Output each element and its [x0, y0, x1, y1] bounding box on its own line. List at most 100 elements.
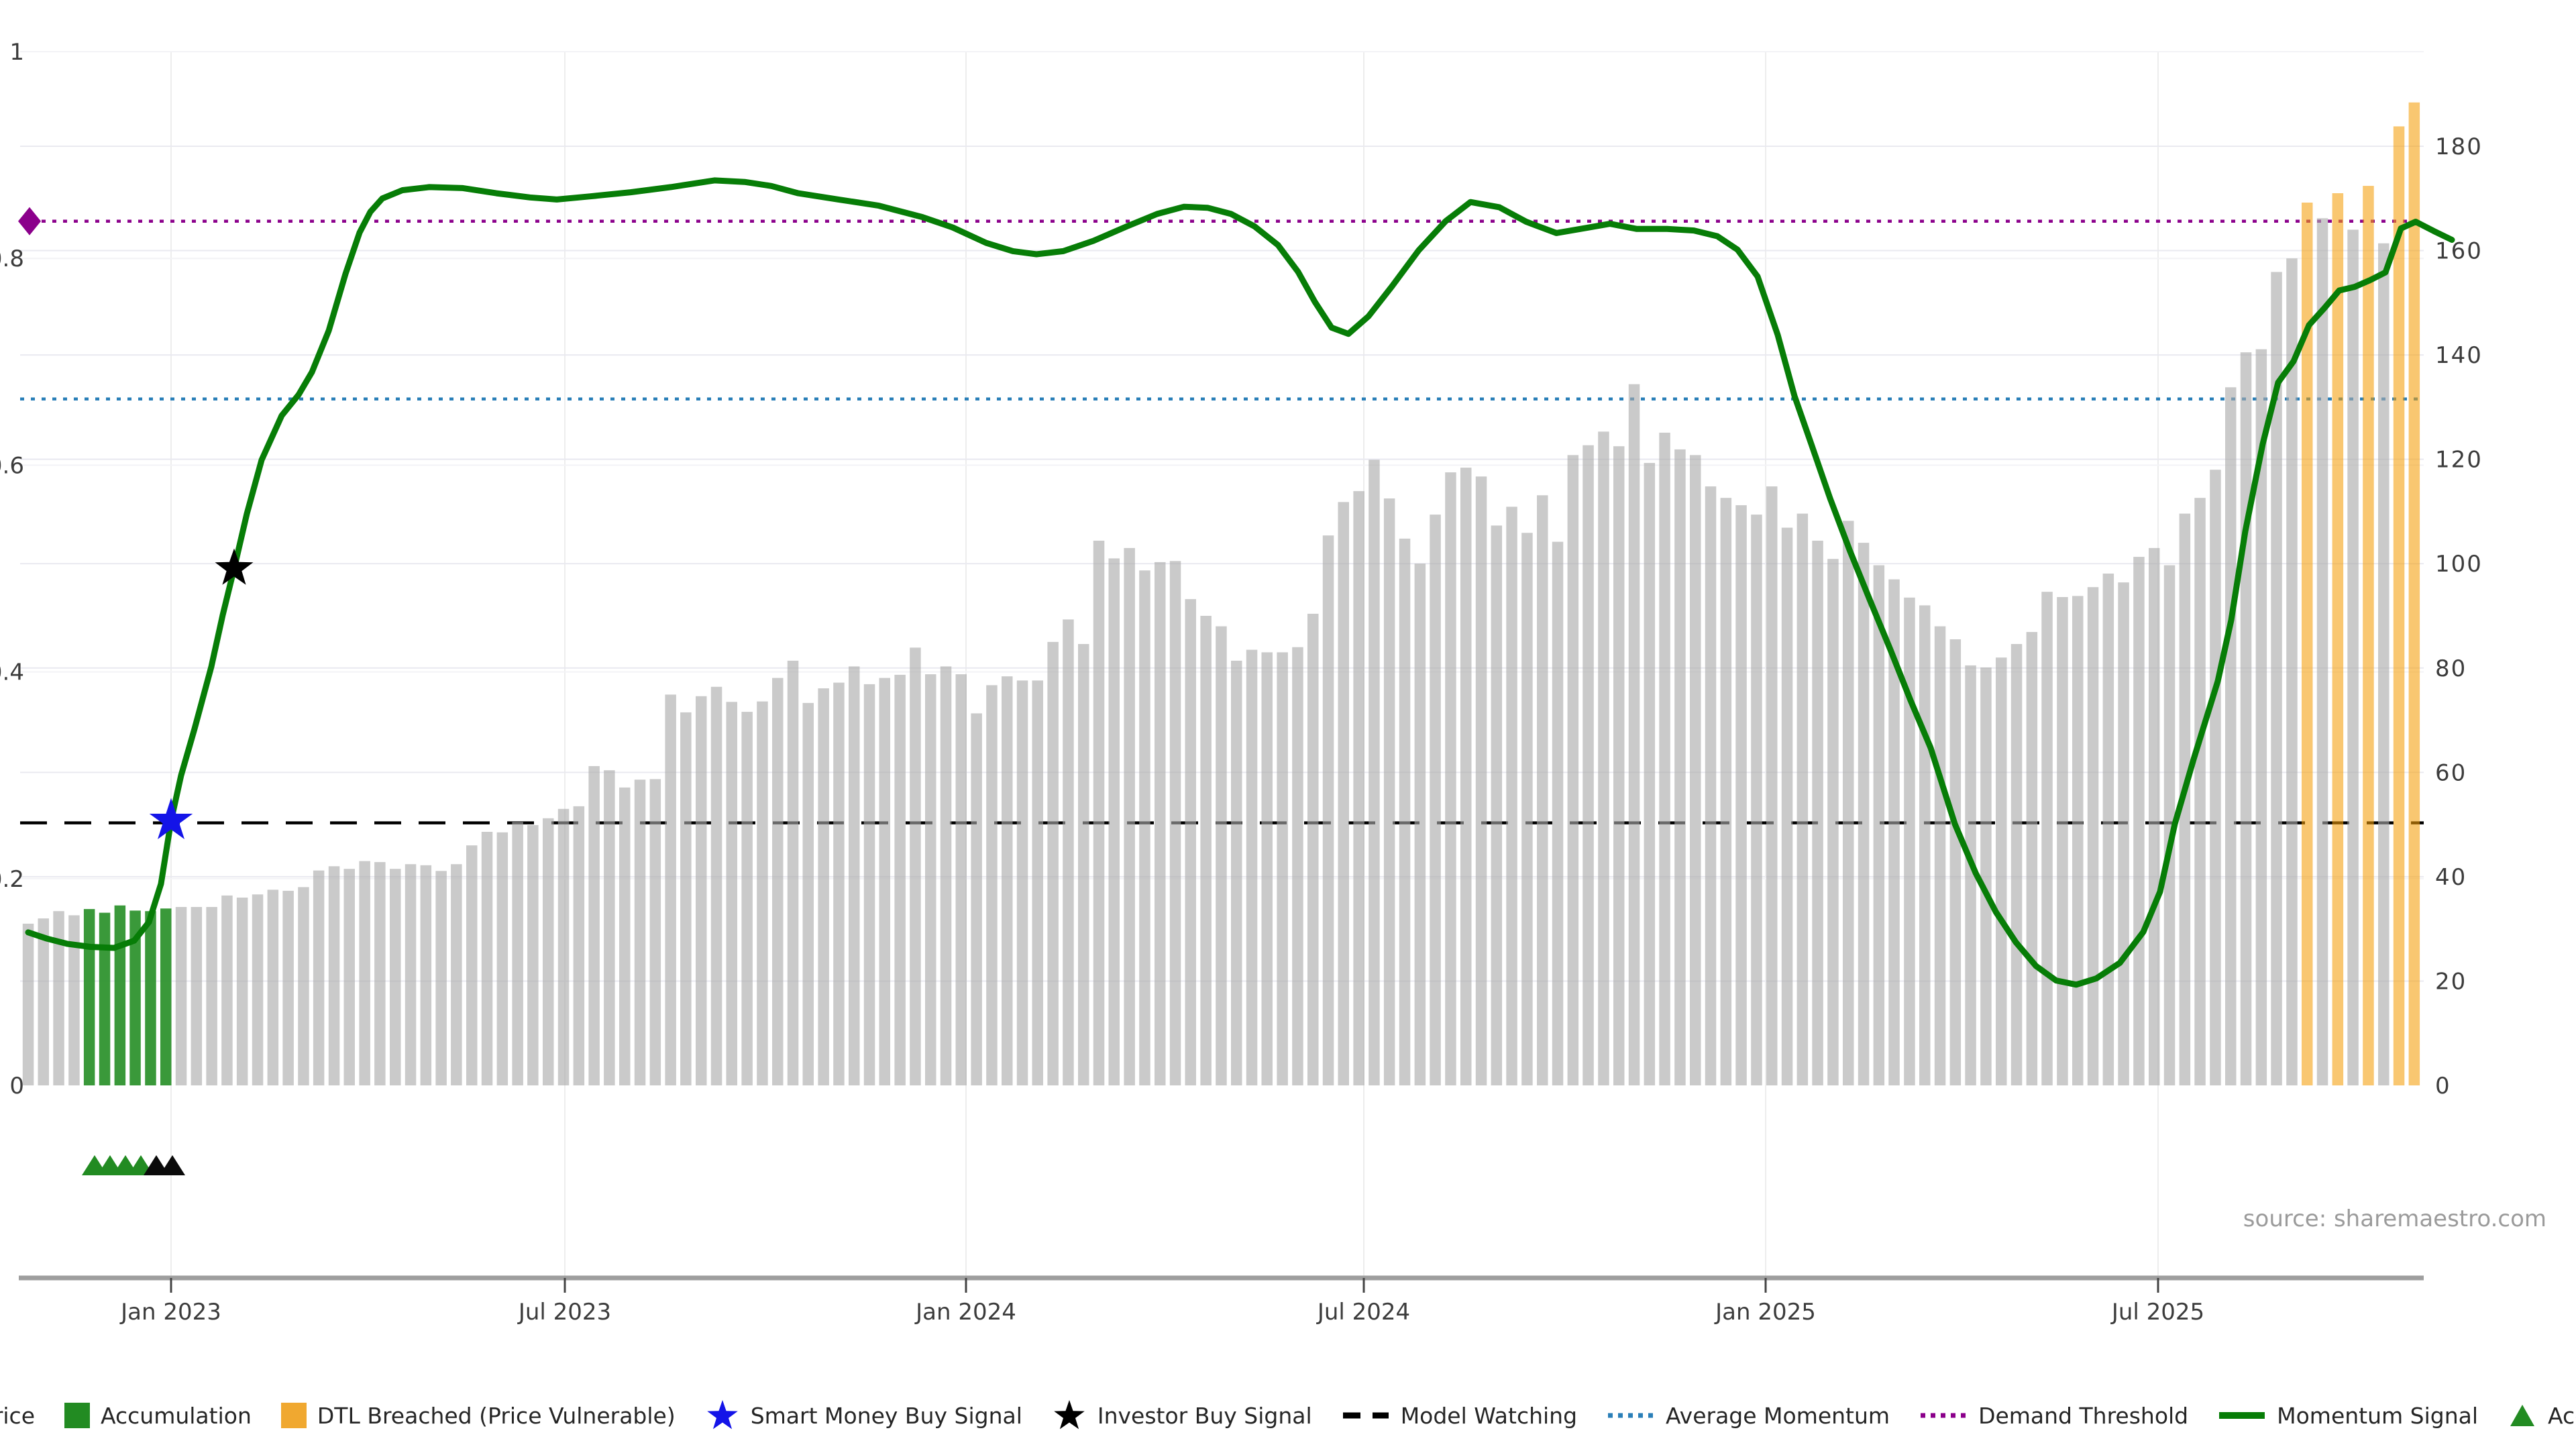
close-price-bar — [2102, 574, 2114, 1085]
legend: Close Price Accumulation DTL Breached (Pri… — [0, 1399, 2576, 1432]
close-price-bar — [696, 696, 707, 1085]
close-price-bar — [1032, 680, 1043, 1085]
legend-label-accumulation: Accumulation — [101, 1402, 252, 1429]
legend-label-smart-money-buy-signal: Smart Money Buy Signal — [750, 1402, 1022, 1429]
close-price-bar — [2210, 470, 2221, 1085]
close-price-bar — [1155, 561, 1166, 1085]
close-price-bar — [2240, 352, 2252, 1086]
close-price-bar — [849, 666, 860, 1085]
close-price-bar — [313, 870, 325, 1085]
close-price-bar — [1460, 468, 1472, 1085]
right-axis-tick-label: 120 — [2435, 447, 2483, 474]
left-axis-tick-label: 0.4 — [0, 659, 24, 686]
average-momentum-dots-icon — [1608, 1413, 1654, 1418]
legend-item-accumulation: Accumulation — [64, 1403, 252, 1428]
accumulation-swatch-icon — [64, 1403, 90, 1428]
close-price-bar — [1231, 660, 1242, 1085]
close-price-bar — [1093, 541, 1105, 1085]
demand-threshold-dots-icon — [1921, 1413, 1967, 1418]
legend-item-accumulation: Accumulation — [2508, 1399, 2576, 1432]
legend-item-model-watching: Model Watching — [1342, 1399, 1577, 1432]
investor-buy-signal-star-icon — [1054, 1400, 1085, 1430]
close-price-bar — [1521, 533, 1533, 1085]
close-price-bar — [1139, 570, 1150, 1085]
right-axis-tick-label: 80 — [2435, 655, 2467, 682]
right-axis-tick-label: 0 — [2435, 1073, 2451, 1099]
close-price-bar — [1063, 619, 1074, 1085]
x-axis-tick-label: Jul 2024 — [1316, 1299, 1410, 1326]
close-price-bar — [374, 862, 386, 1085]
legend-label-dtl-breached-price-vulnerable: DTL Breached (Price Vulnerable) — [317, 1402, 676, 1429]
smart-money-buy-star-icon — [149, 798, 193, 839]
accumulation-bar — [114, 905, 126, 1085]
close-price-bar — [971, 713, 982, 1085]
left-axis-tick-label: 1 — [9, 39, 24, 66]
x-axis-tick-label: Jan 2023 — [119, 1299, 221, 1326]
legend-label-investor-buy-signal: Investor Buy Signal — [1097, 1402, 1312, 1429]
close-price-bar — [2378, 243, 2390, 1086]
right-axis-tick-label: 160 — [2435, 238, 2483, 265]
close-price-bar — [649, 779, 661, 1085]
dtl-breached-bar — [2408, 102, 2420, 1086]
accumulation-triangle-icon — [2510, 1405, 2535, 1426]
close-price-bar — [1292, 647, 1303, 1085]
accumulation-triangle-icon — [144, 1155, 169, 1175]
close-price-bar — [1124, 547, 1135, 1085]
close-price-bar — [2041, 592, 2053, 1085]
close-price-bar — [1812, 541, 1823, 1085]
source-credit: source: sharemaestro.com — [2243, 1205, 2546, 1232]
close-price-bar — [466, 845, 478, 1085]
legend-item-dtl-breached-price-vulnerable: DTL Breached (Price Vulnerable) — [280, 1402, 676, 1429]
close-price-bar — [818, 688, 829, 1085]
dtl-breached-price-vulnerable-swatch-icon — [280, 1403, 307, 1428]
close-price-bar — [2057, 597, 2068, 1085]
legend-label-model-watching: Model Watching — [1400, 1402, 1578, 1429]
close-price-bar — [359, 861, 370, 1085]
close-price-bar — [787, 660, 799, 1085]
close-price-bar — [1246, 649, 1258, 1085]
close-price-bar — [1888, 579, 1900, 1085]
close-price-bar — [879, 678, 890, 1085]
close-price-bar — [1261, 652, 1273, 1085]
left-axis-tick-label: 0 — [9, 1073, 24, 1099]
close-price-bar — [1414, 564, 1426, 1085]
close-price-bar — [2271, 272, 2282, 1085]
close-price-bar — [1904, 597, 1915, 1085]
close-price-bar — [741, 712, 753, 1085]
left-axis-tick-label: 0.8 — [0, 246, 24, 272]
close-price-bar — [1047, 641, 1059, 1085]
right-axis-tick-label: 40 — [2435, 864, 2467, 891]
close-price-bar — [2072, 596, 2084, 1085]
close-price-bar — [2255, 349, 2267, 1085]
close-price-bar — [955, 674, 967, 1085]
close-price-bar — [527, 824, 539, 1085]
legend-label-close-price: Close Price — [0, 1402, 35, 1429]
close-price-bar — [1307, 613, 1319, 1085]
close-price-bar — [1735, 505, 1747, 1085]
legend-item-average-momentum: Average Momentum — [1607, 1399, 1890, 1432]
accumulation-bar — [83, 909, 95, 1085]
close-price-bar — [2316, 218, 2328, 1085]
close-price-bar — [2149, 547, 2160, 1085]
legend-label-accumulation: Accumulation — [2548, 1402, 2576, 1429]
close-price-bar — [1169, 561, 1181, 1085]
investor-buy-star-icon — [215, 548, 254, 585]
close-price-bar — [772, 678, 784, 1085]
close-price-bar — [2163, 565, 2176, 1085]
close-price-bar — [1674, 449, 1686, 1085]
close-price-bar — [1796, 513, 1809, 1085]
close-price-bar — [2026, 632, 2038, 1085]
close-price-bar — [2133, 557, 2145, 1085]
legend-item-demand-threshold: Demand Threshold — [1919, 1399, 2188, 1432]
close-price-bar — [710, 686, 722, 1085]
model-watching-dash-icon — [1342, 1412, 1389, 1419]
close-price-bar — [757, 701, 768, 1085]
close-price-bar — [1766, 486, 1778, 1085]
right-axis-tick-label: 60 — [2435, 759, 2467, 786]
close-price-bar — [68, 915, 80, 1085]
right-axis-tick-label: 20 — [2435, 968, 2467, 995]
close-price-bar — [1322, 535, 1334, 1085]
close-price-bar — [236, 898, 248, 1085]
close-price-bar — [2087, 587, 2099, 1085]
close-price-bar — [343, 869, 355, 1085]
